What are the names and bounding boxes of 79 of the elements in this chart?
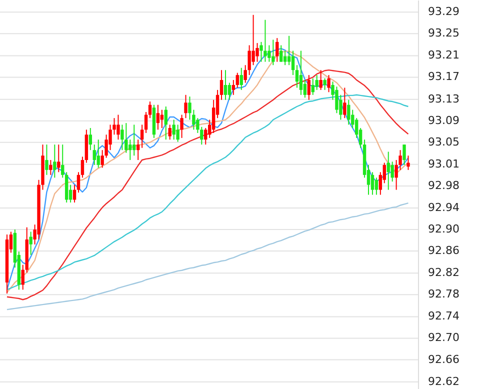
- y-tick-label: 92.90: [428, 222, 460, 236]
- candlestick: [283, 50, 287, 66]
- candlestick: [184, 94, 188, 119]
- candlestick: [96, 139, 100, 168]
- line-series: [6, 202, 409, 310]
- candlestick: [370, 172, 374, 196]
- candlestick: [339, 94, 342, 120]
- candlestick: [21, 264, 24, 290]
- y-tick-label: 93.05: [428, 135, 460, 148]
- candlestick: [156, 104, 160, 130]
- y-tick-label: 92.74: [428, 310, 460, 323]
- candlestick: [76, 172, 80, 194]
- candlestick: [212, 99, 216, 134]
- candlestick: [394, 160, 398, 190]
- candlestick: [236, 72, 240, 88]
- candlestick: [128, 139, 132, 161]
- candlestick: [53, 144, 56, 178]
- candlestick: [120, 124, 124, 151]
- candlestick: [45, 144, 48, 176]
- candlestick: [299, 50, 303, 96]
- candlestick: [264, 19, 267, 62]
- y-tick-label: 93.13: [428, 92, 460, 106]
- candlestick: [327, 74, 330, 93]
- candlestick: [92, 144, 96, 166]
- candlestick: [272, 39, 275, 66]
- candlestick: [88, 128, 92, 151]
- candlestick: [49, 160, 52, 176]
- candlestick: [132, 124, 136, 156]
- candlestick: [72, 184, 76, 203]
- candlestick: [164, 106, 168, 140]
- y-tick-label: 93.09: [428, 114, 460, 127]
- candlestick: [323, 78, 326, 90]
- y-tick-label: 92.66: [428, 352, 460, 366]
- candlestick: [136, 139, 140, 161]
- y-tick-label: 93.21: [428, 48, 460, 62]
- y-tick-label: 93.29: [428, 5, 460, 18]
- y-tick-label: 93.17: [428, 70, 460, 84]
- candlestick: [240, 67, 243, 90]
- candlestick: [224, 70, 228, 100]
- candlestick: [29, 231, 32, 256]
- candlestick: [252, 14, 255, 66]
- candlestick: [315, 74, 318, 90]
- candlestick: [61, 144, 64, 178]
- candlestick: [374, 177, 378, 196]
- candlestick: [276, 38, 279, 62]
- candlestick: [291, 50, 295, 76]
- candlestick: [402, 144, 406, 166]
- candlestick: [116, 114, 120, 140]
- candlestick: [343, 87, 346, 119]
- candlestick: [347, 99, 350, 126]
- y-tick-label: 92.70: [428, 331, 460, 344]
- candlestick: [168, 124, 172, 140]
- candlestick: [144, 112, 148, 134]
- y-tick-label: 92.82: [428, 266, 460, 280]
- candlestick: [57, 144, 60, 173]
- candlestick: [307, 74, 311, 100]
- y-tick-label: 92.62: [428, 374, 460, 388]
- candlestick: [220, 70, 224, 100]
- candlestick: [311, 78, 314, 96]
- candlestick: [295, 64, 299, 88]
- candlestick: [287, 35, 291, 66]
- candlestick: [204, 128, 208, 146]
- candlestick: [319, 70, 322, 90]
- y-tick-label: 92.98: [428, 178, 460, 192]
- y-tick-label: 92.86: [428, 244, 460, 258]
- candlestick: [140, 124, 144, 148]
- candlestick: [280, 44, 283, 62]
- y-tick-label: 93.01: [428, 157, 460, 170]
- candlestick: [80, 156, 84, 178]
- y-tick-label: 93.25: [428, 26, 460, 40]
- candlestick: [228, 82, 232, 100]
- candlestick: [148, 101, 152, 119]
- candlestick: [180, 114, 184, 138]
- candlestick: [406, 155, 410, 170]
- y-tick-label: 92.78: [428, 288, 460, 301]
- y-tick-label: 92.94: [428, 201, 460, 214]
- candlestick: [232, 80, 236, 96]
- candlestick: [172, 119, 176, 140]
- candlestick: [386, 151, 390, 190]
